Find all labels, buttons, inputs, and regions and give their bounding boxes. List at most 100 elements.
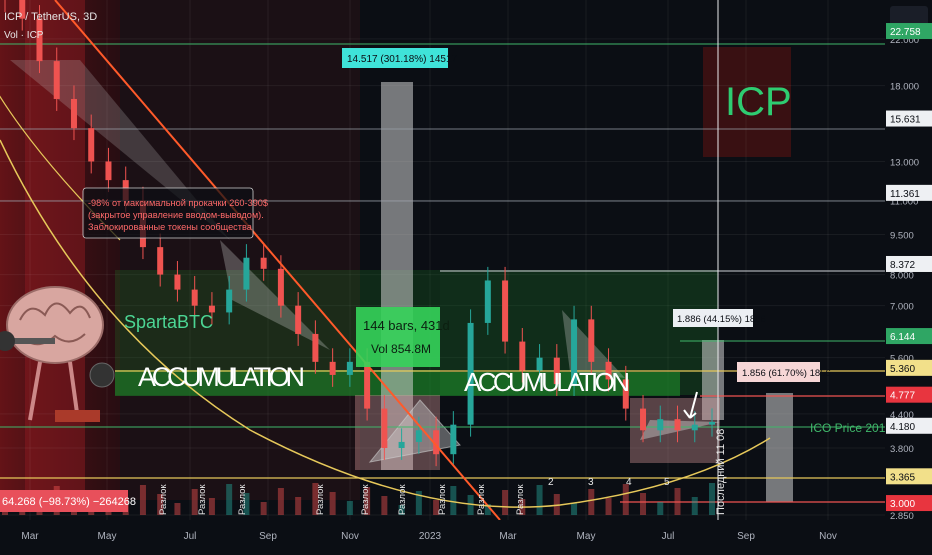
price-axis-ticks: 2.850 3.800 4.400 5.600 7.000 8.000 9.500 11.00… (890, 35, 919, 522)
volume-bar-20 (346, 501, 353, 515)
x-tick-9: Sep (737, 531, 755, 542)
volume-bar-41 (709, 483, 715, 515)
bowl-arc (0, 139, 771, 508)
measure-mid-label: 1.886 (44.15%) 1886 (677, 314, 766, 325)
price-label-bg-9 (886, 495, 932, 512)
downtrend-line (54, 0, 501, 521)
price-label-3: 8.372 (890, 260, 915, 271)
volume-bar-28 (484, 504, 491, 515)
candle-body-26 (450, 424, 457, 455)
candle-body-31 (536, 357, 543, 371)
volume-bar-23 (398, 505, 405, 515)
volume-bar-38 (657, 502, 664, 515)
y-tick-1: 3.800 (890, 444, 914, 455)
candle-body-22 (381, 408, 388, 448)
volume-bar-35 (605, 498, 612, 515)
volume-bar-32 (553, 494, 560, 515)
last-label: Последний 11 08 (715, 429, 727, 515)
price-label-bg-2 (886, 184, 932, 201)
candle-body-32 (553, 357, 560, 385)
range-box-vol: Vol 854.8M (371, 342, 431, 356)
accumulation-label-2: ACCUMULATION (464, 367, 630, 397)
candle-body-6 (105, 161, 112, 181)
price-label-bg-6 (886, 386, 932, 403)
measure-top-label: 14.517 (301.18%) 14517 (347, 54, 458, 65)
candle-body-2 (36, 18, 43, 62)
breakout-label-2: Разлок (237, 484, 248, 515)
candle-body-41 (709, 421, 715, 425)
price-label-bg-4 (886, 328, 932, 345)
breakout-label-7: Разлок (476, 484, 487, 515)
measure-bar-right (766, 393, 793, 502)
volume-bar-15 (260, 502, 267, 515)
x-tick-5: 2023 (419, 531, 442, 542)
price-axis-tool[interactable] (890, 6, 928, 28)
accumulation-label-1: ACCUMULATION (138, 362, 305, 392)
drawdown-label: 64.268 (−98.73%) −264268 (2, 496, 136, 508)
price-label-bg-0 (886, 23, 932, 40)
candle-body-11 (191, 289, 198, 306)
breakout-label-4: Разлок (360, 484, 371, 515)
candle-body-21 (364, 361, 371, 409)
breakout-label-1: Разлок (197, 484, 208, 515)
candle-body-19 (329, 361, 336, 375)
accumulation-zone-2-core (440, 372, 680, 396)
price-label-9: 3.000 (890, 499, 915, 510)
breakout-labels: Разлок Разлок Разлок Разлок Разлок Разлок Разл… (158, 484, 526, 515)
candle-body-35 (605, 361, 612, 380)
measure-mid-bg (673, 309, 753, 327)
y-tick-10: 22.000 (890, 35, 919, 46)
brain-mascot (0, 286, 115, 422)
candle-body-23 (398, 441, 405, 448)
x-tick-6: Mar (499, 531, 517, 542)
price-label-bg-8 (886, 468, 932, 485)
range-box-label-bg (356, 307, 440, 367)
volume-bar-9 (157, 494, 164, 515)
note-line-1: -98% от максимальной прокачки 260-390$ (88, 198, 268, 208)
y-tick-3: 5.600 (890, 354, 914, 365)
month-number-3: 3 (588, 477, 594, 488)
volume-bar-17 (295, 497, 302, 515)
red-shade (120, 0, 360, 500)
candle-body-12 (208, 305, 215, 313)
volume-bar-8 (139, 485, 146, 515)
y-tick-2: 4.400 (890, 410, 914, 421)
measure-right-label: 1.856 (61.70%) 1856 (742, 368, 831, 379)
breakout-label-3: Разлок (315, 484, 326, 515)
volume-bar-29 (502, 490, 509, 515)
price-axis-labels: 22.758 15.631 11.361 8.372 6.144 5.360 4.777 4.… (886, 23, 932, 512)
candle-body-3 (53, 61, 60, 99)
candle-body-4 (70, 98, 77, 129)
volume-bar-39 (674, 488, 681, 515)
x-tick-3: Sep (259, 531, 277, 542)
breakout-label-6: Разлок (437, 484, 448, 515)
volume-bar-18 (312, 483, 319, 515)
x-tick-2: Jul (184, 531, 197, 542)
candle-body-28 (484, 280, 491, 323)
x-tick-0: Mar (21, 531, 39, 542)
month-number-5: 5 (664, 477, 670, 488)
note-line-3: Заблокированные токены сообщества (88, 222, 253, 232)
price-label-bg-3 (886, 255, 932, 272)
volume-bar-33 (571, 503, 578, 515)
candle-body-36 (622, 379, 629, 409)
price-label-6: 4.777 (890, 391, 915, 402)
volume-bar-14 (243, 493, 250, 515)
ico-price-label: ICO Price 2018 (810, 421, 892, 435)
price-label-bg-1 (886, 110, 932, 127)
author-watermark: SpartaBTC (124, 312, 213, 332)
candle-body-13 (226, 289, 233, 313)
y-tick-7: 11.000 (890, 196, 918, 207)
candle-body-33 (571, 319, 578, 385)
candle-body-17 (295, 305, 302, 334)
y-tick-6: 9.500 (890, 231, 914, 242)
candle-body-1 (19, 0, 26, 19)
x-tick-10: Nov (819, 531, 837, 542)
candle-body-40 (691, 424, 698, 431)
candle-body-37 (640, 408, 647, 431)
candle-body-10 (174, 274, 181, 290)
volume-bar-21 (364, 487, 371, 515)
month-number-4: 4 (626, 477, 632, 488)
